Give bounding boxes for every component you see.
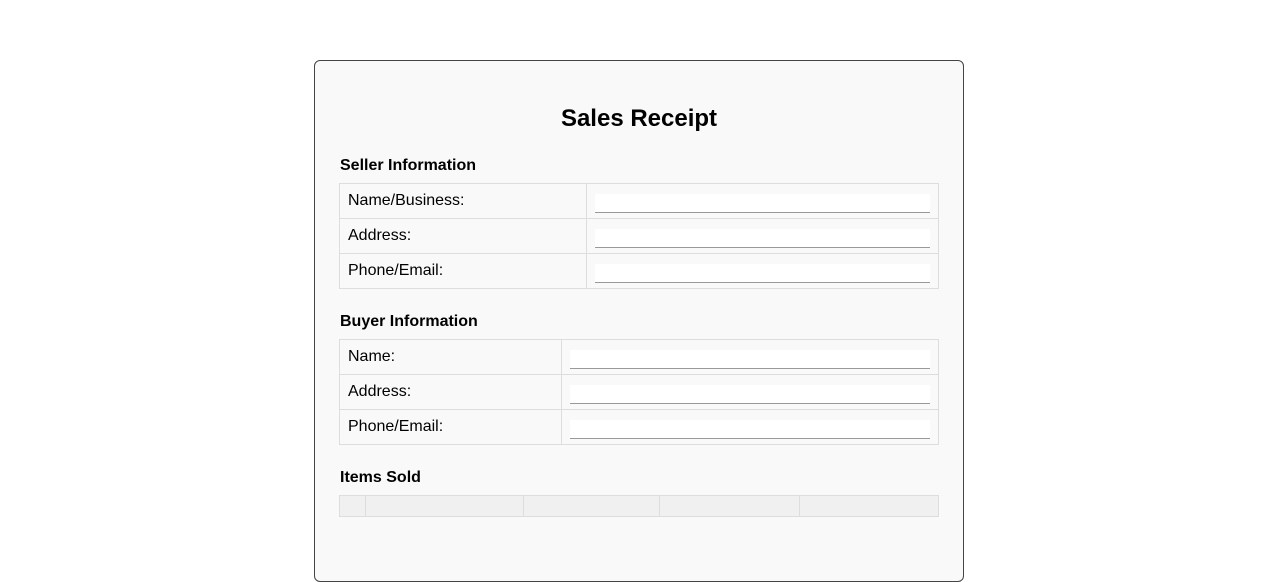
- header-cell: [339, 495, 366, 517]
- buyer-heading: Buyer Information: [340, 313, 478, 330]
- header-cell: [659, 495, 800, 517]
- table-header-row: [339, 495, 939, 517]
- field-label: Phone/Email:: [339, 409, 562, 445]
- buyer-table: Name: Address: Phone/Email:: [339, 339, 939, 445]
- table-row: Phone/Email:: [339, 253, 939, 289]
- items-table: [339, 495, 939, 517]
- seller-name-input[interactable]: [595, 193, 930, 213]
- table-row: Address:: [339, 374, 939, 410]
- table-row: Address:: [339, 218, 939, 254]
- field-label: Address:: [339, 218, 587, 254]
- header-cell: [365, 495, 524, 517]
- seller-address-input[interactable]: [595, 228, 930, 248]
- table-row: Phone/Email:: [339, 409, 939, 445]
- buyer-contact-input[interactable]: [570, 419, 930, 439]
- seller-heading: Seller Information: [340, 157, 477, 174]
- receipt-form: Sales Receipt Seller Information Name/Bu…: [314, 60, 964, 582]
- field-label: Name/Business:: [339, 183, 587, 219]
- seller-table: Name/Business: Address: Phone/Email:: [339, 183, 939, 289]
- field-label: Name:: [339, 339, 562, 375]
- field-label: Address:: [339, 374, 562, 410]
- buyer-address-input[interactable]: [570, 384, 930, 404]
- table-row: Name/Business:: [339, 183, 939, 219]
- field-label: Phone/Email:: [339, 253, 587, 289]
- buyer-name-input[interactable]: [570, 349, 930, 369]
- header-cell: [799, 495, 939, 517]
- page-title: Sales Receipt: [560, 105, 718, 132]
- seller-contact-input[interactable]: [595, 263, 930, 283]
- header-cell: [523, 495, 660, 517]
- items-heading: Items Sold: [340, 469, 421, 486]
- table-row: Name:: [339, 339, 939, 375]
